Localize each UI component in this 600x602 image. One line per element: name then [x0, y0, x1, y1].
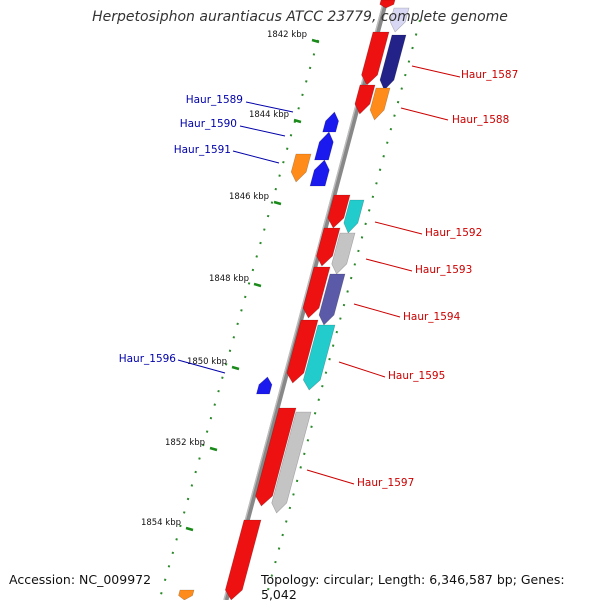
leader-line — [338, 361, 386, 378]
topology-text: Topology: circular; Length: 6,346,587 bp… — [261, 572, 565, 602]
tick-mark — [311, 38, 320, 44]
leader-line — [239, 125, 286, 137]
gene-arrow — [178, 589, 195, 600]
tick-label: 1850 kbp — [187, 357, 227, 367]
gene-label-haur-1597: Haur_1597 — [357, 477, 414, 489]
tick-mark — [273, 200, 282, 206]
gene-label-haur-1592: Haur_1592 — [425, 227, 482, 239]
map-title: Herpetosiphon aurantiacus ATCC 23779, co… — [92, 9, 508, 25]
gene-arrow — [322, 111, 339, 133]
tick-mark — [209, 446, 218, 452]
gene-arrow — [327, 194, 351, 229]
leader-line — [353, 303, 401, 318]
gene-arrow — [302, 266, 331, 319]
gene-label-haur-1595: Haur_1595 — [388, 370, 445, 382]
leader-line — [400, 107, 449, 121]
tick-label: 1852 kbp — [165, 438, 205, 448]
gene-arrow — [309, 159, 330, 187]
tick-label: 1846 kbp — [229, 192, 269, 202]
gene-arrow — [354, 84, 376, 115]
gene-label-haur-1596: Haur_1596 — [119, 353, 177, 365]
gene-arrow — [224, 519, 262, 600]
tick-mark — [185, 526, 194, 532]
tick-mark — [231, 365, 240, 371]
leader-line — [232, 150, 280, 164]
gene-arrow — [379, 0, 396, 9]
gene-arrow — [302, 324, 336, 391]
gene-label-haur-1594: Haur_1594 — [403, 311, 461, 323]
gene-arrow — [290, 153, 312, 183]
leader-line — [306, 469, 355, 485]
gene-label-haur-1587: Haur_1587 — [461, 69, 518, 81]
gene-arrow — [361, 31, 390, 86]
gene-arrow — [343, 199, 365, 234]
gene-arrow — [271, 411, 312, 514]
leader-line — [365, 258, 413, 272]
tick-mark — [253, 282, 262, 288]
gene-label-haur-1588: Haur_1588 — [452, 114, 509, 126]
outer-guide-line — [267, 19, 421, 591]
leader-line — [177, 359, 226, 374]
leader-line — [411, 65, 461, 78]
gene-arrow — [331, 232, 356, 275]
gene-arrow — [255, 407, 297, 507]
gene-arrow — [256, 376, 273, 395]
tick-label: 1844 kbp — [249, 110, 289, 120]
gene-arrow — [369, 87, 391, 121]
gene-arrow — [318, 273, 346, 326]
tick-label: 1848 kbp — [209, 274, 249, 284]
tick-mark — [293, 118, 302, 124]
gene-arrow — [286, 319, 319, 384]
gene-arrow — [379, 34, 407, 91]
tick-label: 1854 kbp — [141, 518, 181, 528]
gene-label-haur-1591: Haur_1591 — [174, 144, 231, 156]
gene-label-haur-1593: Haur_1593 — [415, 264, 472, 276]
gene-arrow — [389, 7, 410, 33]
tick-label: 1842 kbp — [267, 30, 307, 40]
gene-label-haur-1589: Haur_1589 — [186, 94, 243, 106]
gene-arrow — [314, 131, 334, 161]
accession-text: Accession: NC_009972 — [9, 572, 152, 587]
gene-label-haur-1590: Haur_1590 — [180, 118, 237, 130]
leader-line — [245, 101, 294, 113]
leader-line — [374, 221, 423, 235]
gene-arrow — [316, 227, 341, 267]
